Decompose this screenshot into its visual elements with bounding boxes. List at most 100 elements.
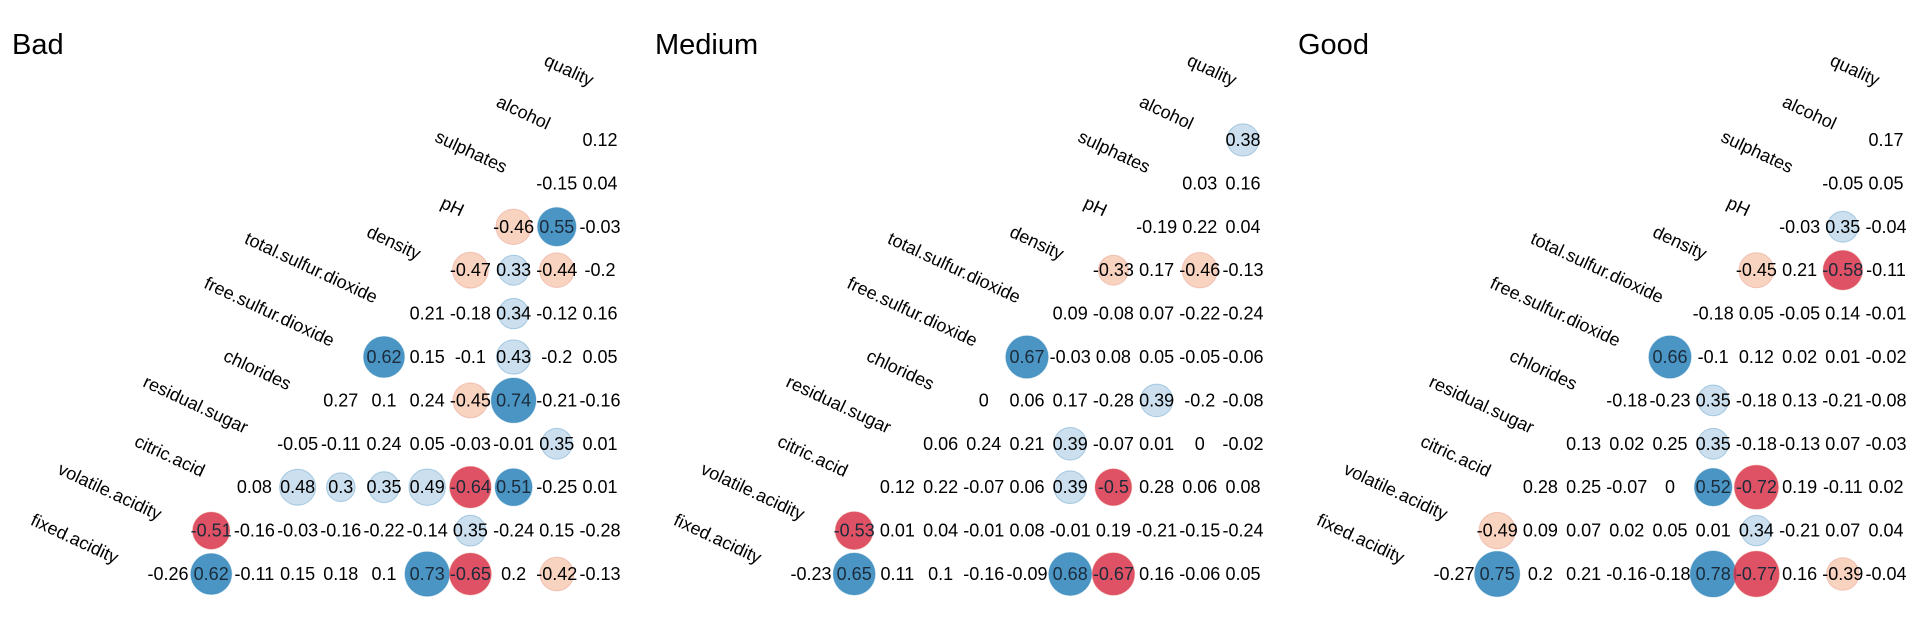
variable-label: sulphates <box>432 126 510 177</box>
correlation-value: -0.47 <box>450 260 491 280</box>
correlation-value: 0.34 <box>496 304 531 324</box>
correlation-circle <box>495 339 532 375</box>
variable-label: quality <box>1184 50 1240 90</box>
correlation-value: 0.04 <box>923 521 958 541</box>
correlation-value: -0.46 <box>493 217 534 237</box>
correlation-circle <box>540 427 573 460</box>
correlation-value: -0.13 <box>1779 434 1820 454</box>
correlation-value: -0.28 <box>579 521 620 541</box>
correlation-value: 0.35 <box>539 434 574 454</box>
correlation-value: 0.67 <box>1009 347 1044 367</box>
correlation-circle <box>368 471 400 504</box>
correlation-value: 0.08 <box>237 477 272 497</box>
correlation-value: -0.18 <box>1606 390 1647 410</box>
correlation-value: -0.03 <box>1865 434 1906 454</box>
correlation-value: 0.1 <box>371 564 396 584</box>
variable-label: volatile.acidity <box>55 459 165 524</box>
correlation-circle <box>1826 210 1859 243</box>
correlation-value: 0.35 <box>366 477 401 497</box>
correlation-value: 0 <box>1665 477 1675 497</box>
correlation-value: -0.64 <box>450 477 491 497</box>
correlation-value: 0.16 <box>1225 173 1260 193</box>
correlation-value: -0.22 <box>1179 304 1220 324</box>
correlation-value: -0.16 <box>1606 564 1647 584</box>
variable-label: pH <box>438 193 467 221</box>
correlation-value: 0.05 <box>1739 304 1774 324</box>
correlation-value: 0.24 <box>966 434 1001 454</box>
correlation-circle <box>454 514 487 547</box>
correlation-circle <box>1697 384 1730 417</box>
correlation-circle <box>1226 123 1260 157</box>
correlation-circle <box>449 465 492 509</box>
correlation-value: 0.01 <box>1696 521 1731 541</box>
correlation-value: -0.23 <box>1649 390 1690 410</box>
correlation-value: -0.21 <box>1822 390 1863 410</box>
correlation-value: -0.07 <box>1093 434 1134 454</box>
correlation-circle <box>1693 467 1733 507</box>
correlation-value: -0.02 <box>1865 347 1906 367</box>
variable-label: free.sulfur.dioxide <box>201 273 337 351</box>
correlation-value: -0.1 <box>455 347 486 367</box>
variable-label: residual.sugar <box>783 372 894 438</box>
correlation-value: -0.72 <box>1736 477 1777 497</box>
correlation-circle <box>1048 552 1093 596</box>
correlation-value: -0.16 <box>320 521 361 541</box>
correlation-circle <box>1094 468 1133 507</box>
correlation-value: 0.66 <box>1652 347 1687 367</box>
correlation-circle <box>408 468 446 506</box>
correlation-value: -0.03 <box>1050 347 1091 367</box>
correlation-value: -0.24 <box>1222 304 1263 324</box>
correlation-value: 0.73 <box>410 564 445 584</box>
correlation-value: 0.49 <box>410 477 445 497</box>
correlation-circle <box>495 208 532 246</box>
correlation-value: 0.27 <box>323 390 358 410</box>
panel-title: Bad <box>12 29 64 61</box>
correlation-value: -0.33 <box>1093 260 1134 280</box>
correlation-value: 0.12 <box>880 477 915 497</box>
correlation-value: -0.08 <box>1222 390 1263 410</box>
correlation-value: -0.18 <box>1736 390 1777 410</box>
correlation-value: -0.14 <box>407 521 448 541</box>
correlation-value: -0.11 <box>321 434 361 454</box>
correlation-value: 0.08 <box>1225 477 1260 497</box>
correlation-value: 0.15 <box>410 347 445 367</box>
correlation-value: -0.11 <box>1823 477 1863 497</box>
correlation-value: -0.16 <box>579 390 620 410</box>
correlation-value: 0.35 <box>1825 217 1860 237</box>
correlation-circle <box>190 553 233 595</box>
correlation-value: 0.35 <box>453 521 488 541</box>
correlation-value: -0.58 <box>1822 260 1863 280</box>
correlation-value: -0.01 <box>963 521 1004 541</box>
correlation-value: 0.14 <box>1825 304 1860 324</box>
correlation-value: 0.04 <box>582 173 617 193</box>
correlation-value: 0.08 <box>1009 521 1044 541</box>
correlation-value: 0.03 <box>1182 173 1217 193</box>
variable-label: residual.sugar <box>1426 372 1537 438</box>
correlation-value: 0.16 <box>1139 564 1174 584</box>
correlation-circle <box>1733 550 1780 598</box>
correlation-value: 0.02 <box>1609 434 1644 454</box>
variable-label: sulphates <box>1718 126 1796 177</box>
correlation-value: 0.17 <box>1139 260 1174 280</box>
correlation-value: 0.1 <box>928 564 953 584</box>
correlation-value: 0.05 <box>1652 521 1687 541</box>
correlation-value: -0.03 <box>579 217 620 237</box>
correlation-value: -0.49 <box>1477 521 1518 541</box>
correlation-value: 0.09 <box>1523 521 1558 541</box>
correlation-circle <box>1181 252 1218 289</box>
correlation-value: -0.22 <box>363 521 404 541</box>
correlation-value: -0.04 <box>1865 564 1906 584</box>
correlation-circle <box>1822 249 1864 291</box>
correlation-value: 0.17 <box>1868 130 1903 150</box>
correlation-value: -0.09 <box>1006 564 1047 584</box>
correlation-value: 0.51 <box>496 477 531 497</box>
correlation-circle <box>834 511 874 551</box>
correlation-value: -0.15 <box>1179 521 1220 541</box>
variable-label: fixed.acidity <box>28 510 122 568</box>
correlation-value: -0.07 <box>1606 477 1647 497</box>
correlation-value: 0.38 <box>1225 130 1260 150</box>
correlation-value: -0.13 <box>1222 260 1263 280</box>
correlation-value: 0.21 <box>1009 434 1044 454</box>
correlation-circle <box>832 552 876 596</box>
correlation-circle <box>539 252 575 289</box>
